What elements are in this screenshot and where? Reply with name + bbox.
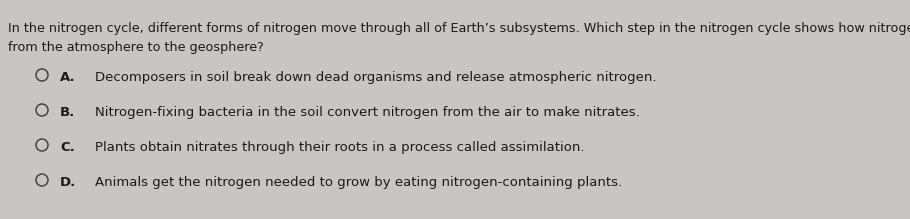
- Text: Nitrogen-fixing bacteria in the soil convert nitrogen from the air to make nitra: Nitrogen-fixing bacteria in the soil con…: [95, 106, 640, 119]
- Text: Decomposers in soil break down dead organisms and release atmospheric nitrogen.: Decomposers in soil break down dead orga…: [95, 71, 656, 84]
- Text: Plants obtain nitrates through their roots in a process called assimilation.: Plants obtain nitrates through their roo…: [95, 141, 584, 154]
- Text: from the atmosphere to the geosphere?: from the atmosphere to the geosphere?: [8, 41, 264, 54]
- Text: In the nitrogen cycle, different forms of nitrogen move through all of Earth’s s: In the nitrogen cycle, different forms o…: [8, 22, 910, 35]
- Text: Animals get the nitrogen needed to grow by eating nitrogen-containing plants.: Animals get the nitrogen needed to grow …: [95, 176, 622, 189]
- Text: C.: C.: [60, 141, 75, 154]
- Text: B.: B.: [60, 106, 76, 119]
- Text: A.: A.: [60, 71, 76, 84]
- Text: D.: D.: [60, 176, 76, 189]
